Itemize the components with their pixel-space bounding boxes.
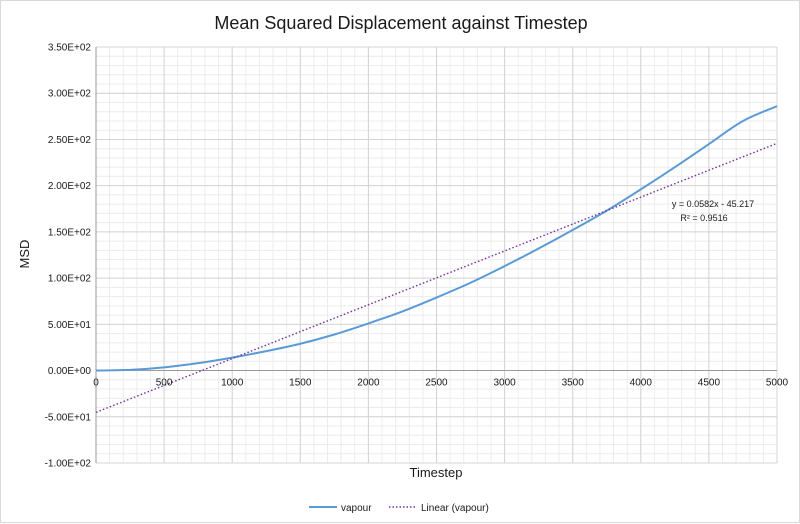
y-tick-label: -5.00E+01: [45, 412, 92, 423]
legend-label-vapour: vapour: [341, 503, 372, 514]
x-tick-label: 4000: [630, 378, 653, 389]
y-tick-label: 0.00E+00: [48, 366, 92, 377]
major-grid: [95, 46, 778, 464]
chart-title: Mean Squared Displacement against Timest…: [214, 13, 587, 33]
y-tick-label: 2.00E+02: [48, 181, 92, 192]
tick-labels: 0 500 1000 1500 2000 2500 3000 3500 4000 4500 5000…: [45, 43, 789, 470]
series-layer: [95, 105, 778, 414]
y-tick-label: -1.00E+02: [45, 459, 92, 470]
x-axis-title: Timestep: [410, 465, 463, 480]
y-tick-label: 2.50E+02: [48, 135, 92, 146]
y-tick-label: 5.00E+01: [48, 320, 92, 331]
x-tick-label: 4500: [698, 378, 721, 389]
y-tick-label: 1.50E+02: [48, 227, 92, 238]
trendline-equation: y = 0.0582x - 45.217: [672, 199, 754, 209]
x-tick-label: 1000: [221, 378, 244, 389]
y-tick-label: 3.00E+02: [48, 89, 92, 100]
legend: vapour Linear (vapour): [309, 503, 489, 514]
x-tick-label: 2500: [425, 378, 448, 389]
x-tick-label: 1500: [289, 378, 312, 389]
y-tick-label: 1.00E+02: [48, 274, 92, 285]
x-tick-label: 500: [156, 378, 173, 389]
x-tick-label: 3500: [562, 378, 585, 389]
legend-label-linear: Linear (vapour): [421, 503, 489, 514]
axis-lines: [95, 47, 777, 463]
x-tick-label: 5000: [766, 378, 789, 389]
x-tick-label: 2000: [357, 378, 380, 389]
series-line-vapour: [95, 105, 778, 372]
y-axis-title: MSD: [17, 240, 32, 269]
x-tick-label: 0: [93, 378, 99, 389]
x-tick-label: 3000: [493, 378, 516, 389]
trendline-r-squared: R² = 0.9516: [680, 213, 727, 223]
y-tick-label: 3.50E+02: [48, 43, 92, 54]
